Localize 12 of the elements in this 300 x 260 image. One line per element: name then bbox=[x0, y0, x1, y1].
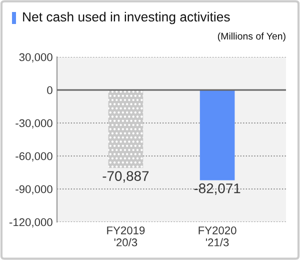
data-label: -82,071 bbox=[194, 183, 240, 195]
y-axis-title: (Millions of Yen) bbox=[218, 32, 286, 42]
y-tick-label: -90,000 bbox=[16, 185, 52, 194]
y-tick-label: 0 bbox=[47, 86, 52, 94]
x-tick-label: FY2020 '21/3 bbox=[198, 226, 236, 246]
y-tick-label: 30,000 bbox=[19, 53, 52, 62]
chart-title: Net cash used in investing activities bbox=[23, 12, 230, 24]
x-tick-label: FY2019 '20/3 bbox=[107, 226, 145, 246]
y-tick-label: -30,000 bbox=[16, 119, 52, 128]
y-tick-label: -120,000 bbox=[9, 218, 52, 228]
y-tick-label: -60,000 bbox=[16, 152, 52, 162]
data-label: -70,887 bbox=[102, 171, 149, 183]
